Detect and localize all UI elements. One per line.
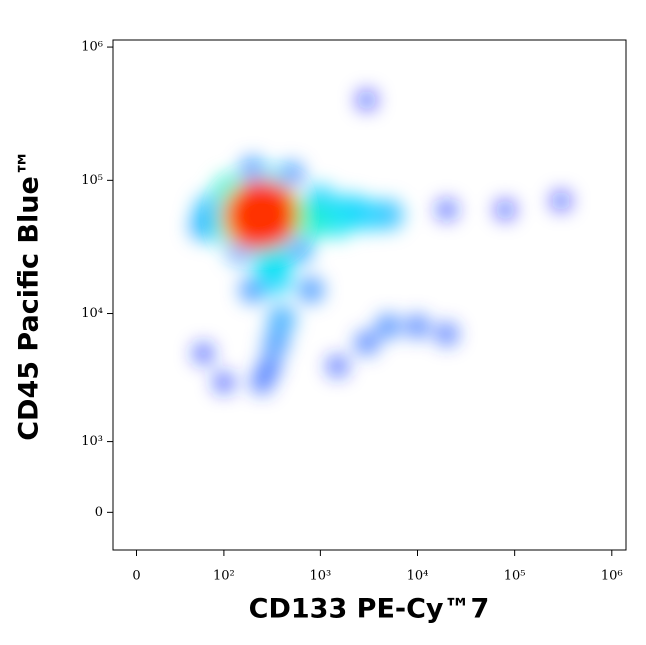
density-spot bbox=[375, 313, 402, 340]
y-tick-label: 10³ bbox=[81, 434, 103, 449]
density-spot bbox=[354, 330, 380, 356]
x-tick-label: 10³ bbox=[309, 569, 331, 584]
density-spot bbox=[262, 329, 290, 357]
plot-frame bbox=[112, 39, 627, 551]
density-spot bbox=[494, 199, 516, 221]
x-tick-label: 0 bbox=[132, 569, 140, 584]
density-spot bbox=[405, 314, 430, 339]
x-tick-label: 10⁴ bbox=[407, 569, 429, 584]
density-spot bbox=[266, 304, 297, 335]
density-spot bbox=[284, 235, 314, 265]
density-spot bbox=[550, 190, 572, 212]
y-tick-label: 10⁴ bbox=[81, 306, 103, 321]
x-axis-title: CD133 PE-Cy™7 bbox=[249, 594, 490, 625]
density-spot bbox=[257, 353, 283, 379]
density-spot bbox=[326, 354, 349, 378]
y-tick-label: 0 bbox=[95, 505, 103, 520]
density-spot bbox=[253, 242, 291, 279]
density-spot bbox=[192, 342, 215, 365]
density-spot bbox=[297, 276, 325, 304]
density-spot bbox=[349, 197, 384, 233]
y-axis-title: CD45 Pacific Blue™ bbox=[14, 149, 45, 441]
x-tick-label: 10² bbox=[213, 569, 235, 584]
y-tick-label: 10⁵ bbox=[81, 173, 103, 188]
density-spot bbox=[227, 180, 296, 249]
x-tick-label: 10⁵ bbox=[504, 569, 526, 584]
density-spot bbox=[212, 371, 236, 394]
density-layer bbox=[188, 89, 572, 395]
x-tick-label: 10⁶ bbox=[601, 569, 623, 584]
density-spot bbox=[434, 322, 459, 347]
y-tick-label: 10⁶ bbox=[81, 40, 103, 55]
density-spot bbox=[355, 89, 378, 111]
density-spot bbox=[435, 198, 458, 221]
density-spot bbox=[319, 202, 356, 239]
